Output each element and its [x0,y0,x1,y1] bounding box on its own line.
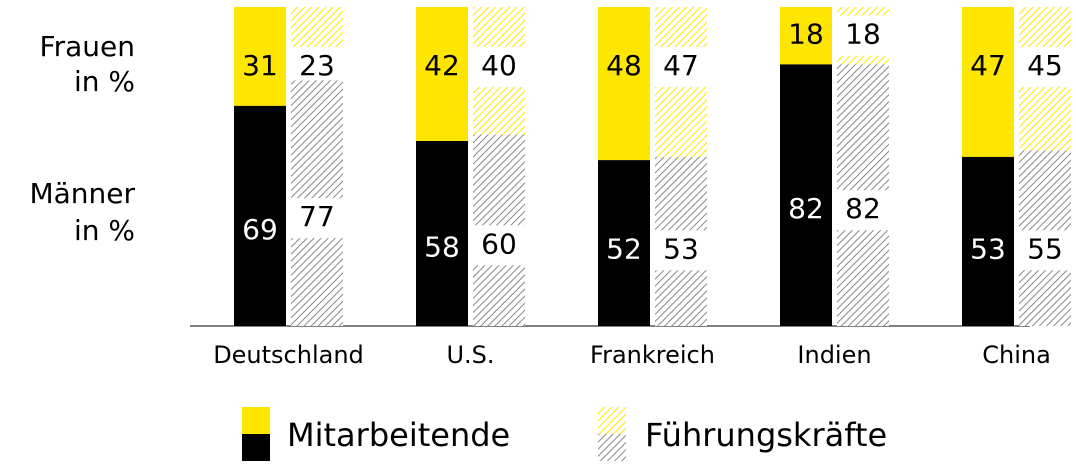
value-label: 82 [788,192,824,225]
legend-label: Führungskräfte [645,416,887,454]
value-label: 55 [1027,232,1063,265]
row-unit: in % [74,65,135,98]
legend-label: Mitarbeitende [287,416,510,454]
legend-swatch [598,434,626,461]
label-bg [473,47,525,87]
value-label: 42 [424,49,460,82]
value-label: 47 [663,49,699,82]
bar-segment [598,7,650,161]
value-label: 53 [970,232,1006,265]
label-bg [291,47,343,87]
value-label: 60 [481,227,517,260]
label-bg [655,47,707,87]
x-tick-label: U.S. [446,341,494,369]
bar-segment [416,140,468,326]
bar-segment [416,7,468,141]
row-unit: in % [74,214,135,247]
value-label: 69 [242,213,278,246]
value-label: 82 [845,192,881,225]
legend-swatch [242,434,270,461]
x-tick-label: Deutschland [213,341,364,369]
value-label: 77 [299,200,335,233]
legend-swatch [598,407,626,434]
value-label: 31 [242,49,278,82]
label-bg [291,198,343,239]
label-bg [837,190,889,231]
x-tick-label: Indien [797,341,871,369]
x-tick-label: China [982,341,1051,369]
row-label: Männer [29,177,135,210]
bar-segment [962,7,1014,157]
value-label: 45 [1027,49,1063,82]
bar-segment [234,7,286,106]
value-label: 58 [424,230,460,263]
row-label: Frauen [40,30,135,63]
bar-segment [780,7,832,65]
bar-segment [234,105,286,326]
bar-segment [962,156,1014,326]
label-bg [837,15,889,56]
value-label: 40 [481,49,517,82]
value-label: 53 [663,232,699,265]
value-label: 52 [606,232,642,265]
value-label: 18 [788,18,824,51]
bar-segment [780,64,832,327]
value-label: 48 [606,49,642,82]
value-label: 18 [845,18,881,51]
value-label: 47 [970,49,1006,82]
label-bg [473,225,525,266]
x-tick-label: Frankreich [590,341,715,369]
value-label: 23 [299,49,335,82]
bar-segment [598,160,650,326]
label-bg [655,230,707,271]
legend-swatch [242,407,270,434]
label-bg [1019,47,1071,87]
label-bg [1019,230,1071,271]
